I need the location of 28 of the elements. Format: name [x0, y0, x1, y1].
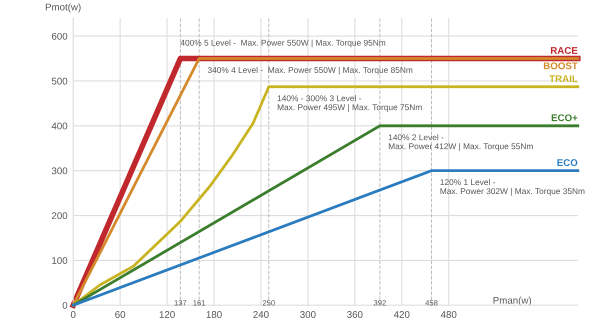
x-tick-label: 60 — [115, 311, 126, 318]
x-tick-label: 420 — [394, 311, 410, 318]
annotation: 340% 4 Level - Max. Power 550W | Max. Torque 85Nm — [208, 66, 412, 75]
y-tick-label: 0 — [62, 302, 68, 309]
y-tick-label: 100 — [52, 257, 68, 264]
x-axis-title: Pman(w) — [494, 296, 532, 306]
annotation: 120% 1 Level - Max. Power 302W | Max. Torque 35Nm — [440, 179, 584, 196]
annotation: 400% 5 Level - Max. Power 550W | Max. Torque 95Nm — [180, 40, 386, 48]
annotation: 140% - 300% 3 Level - Max. Power 495W | Max. Torque 75Nm — [278, 95, 422, 112]
y-tick-label: 600 — [52, 32, 68, 40]
x-tick-label: 360 — [347, 311, 363, 318]
y-tick-label: 300 — [52, 167, 68, 174]
annotation: 140% 2 Level - Max. Power 412W | Max. Torque 55Nm — [388, 134, 533, 151]
series-label: BOOST — [544, 62, 578, 70]
x-tick-label: 0 — [70, 311, 76, 318]
x-tick-label: 480 — [440, 311, 456, 318]
x-tick-label: 240 — [253, 311, 269, 318]
series-label: ECO+ — [552, 114, 578, 122]
y-axis-title: Pmot(w) — [46, 3, 81, 12]
y-tick-label: 200 — [52, 212, 68, 220]
y-tick-label: 400 — [52, 122, 68, 130]
x-tick-label: 180 — [206, 311, 222, 318]
series-label: TRAIL — [549, 75, 578, 82]
series-label: RACE — [550, 47, 578, 54]
y-tick-label: 500 — [52, 78, 68, 85]
x-tick-label: 120 — [160, 311, 175, 318]
x-tick-label: 300 — [300, 311, 316, 318]
series-label: ECO — [557, 159, 578, 166]
